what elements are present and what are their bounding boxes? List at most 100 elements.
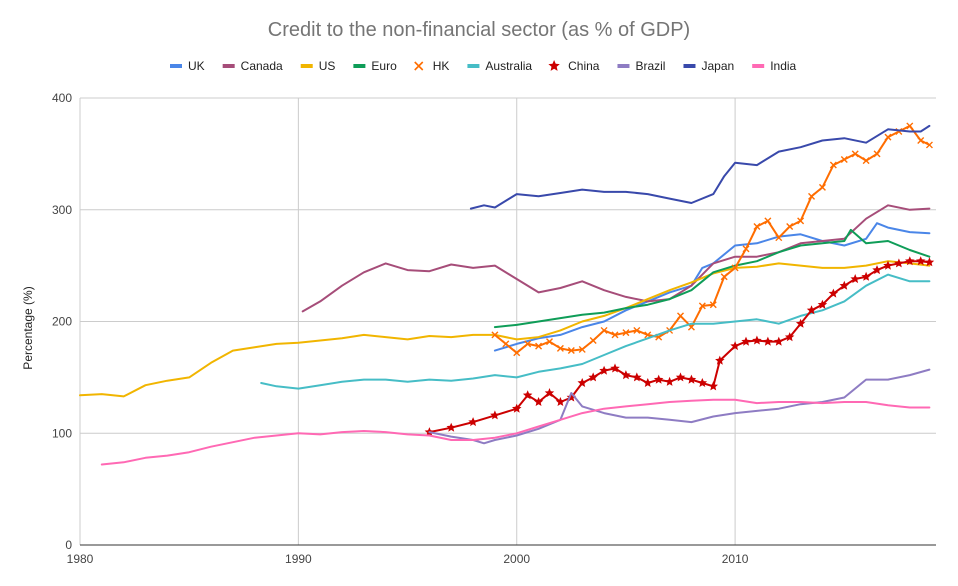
chart-title: Credit to the non-financial sector (as %… bbox=[268, 19, 690, 41]
data-point-hk bbox=[818, 183, 826, 191]
legend-item-australia: Australia bbox=[467, 59, 532, 73]
data-point-hk bbox=[840, 155, 848, 163]
data-point-china bbox=[784, 332, 795, 342]
data-point-hk bbox=[567, 347, 575, 355]
data-point-hk bbox=[753, 223, 761, 231]
data-point-china bbox=[697, 378, 708, 387]
legend-label: Euro bbox=[371, 59, 397, 73]
x-tick-label: 1990 bbox=[285, 552, 312, 566]
data-point-hk bbox=[906, 122, 914, 130]
legend-item-uk: UK bbox=[170, 59, 205, 73]
data-point-hk bbox=[720, 273, 728, 281]
data-point-china bbox=[664, 376, 675, 386]
data-point-hk bbox=[764, 217, 772, 225]
legend-label: HK bbox=[433, 59, 450, 73]
data-point-china bbox=[446, 422, 456, 432]
legend-label: Japan bbox=[701, 59, 734, 73]
series-line-brazil bbox=[428, 368, 931, 445]
legend-item-brazil: Brazil bbox=[617, 59, 665, 73]
data-point-china bbox=[653, 374, 664, 384]
data-point-china bbox=[817, 299, 828, 309]
data-point-hk bbox=[502, 340, 510, 348]
data-point-hk bbox=[797, 217, 805, 225]
legend-item-hk: HK bbox=[414, 59, 450, 73]
data-point-china bbox=[544, 388, 555, 398]
series-australia bbox=[260, 273, 931, 390]
data-point-china bbox=[621, 370, 631, 380]
legend-label: UK bbox=[188, 59, 205, 73]
series-group bbox=[79, 122, 935, 466]
grid bbox=[79, 97, 936, 546]
legend-item-china: China bbox=[548, 59, 600, 73]
legend-swatch bbox=[617, 64, 630, 68]
series-line-india bbox=[100, 398, 931, 466]
data-point-hk bbox=[600, 326, 608, 334]
data-point-china bbox=[763, 336, 773, 346]
data-point-hk bbox=[633, 326, 641, 334]
data-point-china bbox=[774, 336, 784, 346]
legend-swatch bbox=[414, 61, 424, 71]
data-point-china bbox=[555, 397, 566, 406]
series-line-japan bbox=[469, 124, 931, 210]
legend-label: Australia bbox=[485, 59, 532, 73]
legend-label: China bbox=[568, 59, 600, 73]
data-point-hk bbox=[851, 150, 859, 158]
data-point-hk bbox=[873, 150, 881, 158]
series-euro bbox=[493, 228, 931, 329]
data-point-hk bbox=[589, 337, 597, 344]
data-point-china bbox=[905, 256, 915, 266]
data-point-hk bbox=[925, 141, 933, 149]
legend-label: Canada bbox=[241, 59, 283, 73]
data-point-china bbox=[632, 372, 642, 382]
data-point-hk bbox=[829, 161, 837, 169]
data-point-china bbox=[610, 363, 620, 373]
data-point-hk bbox=[513, 349, 521, 357]
y-tick-label: 400 bbox=[52, 91, 72, 105]
data-point-hk bbox=[742, 245, 750, 253]
data-point-hk bbox=[862, 157, 870, 165]
legend-swatch bbox=[683, 64, 696, 68]
series-brazil bbox=[428, 368, 931, 445]
y-tick-label: 200 bbox=[52, 315, 72, 329]
series-china bbox=[424, 256, 935, 437]
data-point-hk bbox=[917, 136, 925, 144]
data-point-hk bbox=[524, 340, 532, 348]
data-point-china bbox=[924, 257, 935, 267]
legend-item-euro: Euro bbox=[353, 59, 397, 73]
data-point-hk bbox=[698, 302, 706, 310]
data-point-hk bbox=[611, 331, 619, 339]
legend-item-india: India bbox=[752, 59, 797, 73]
data-point-hk bbox=[709, 301, 717, 309]
data-point-china bbox=[490, 410, 500, 420]
series-line-canada bbox=[301, 204, 931, 313]
legend-swatch bbox=[170, 64, 182, 68]
data-point-hk bbox=[491, 331, 499, 339]
data-point-china bbox=[675, 372, 686, 382]
y-tick-label: 100 bbox=[52, 426, 72, 440]
data-point-hk bbox=[622, 329, 630, 337]
series-us bbox=[79, 260, 931, 398]
series-hk bbox=[491, 122, 933, 357]
y-tick-label: 0 bbox=[65, 538, 72, 552]
data-point-china bbox=[730, 341, 740, 351]
y-tick-label: 300 bbox=[52, 203, 72, 217]
x-tick-label: 2000 bbox=[503, 552, 530, 566]
x-tick-label: 2010 bbox=[722, 552, 749, 566]
data-point-hk bbox=[786, 223, 794, 231]
data-point-china bbox=[715, 355, 725, 365]
data-point-china bbox=[686, 374, 697, 384]
data-point-hk bbox=[556, 344, 564, 352]
series-india bbox=[100, 398, 931, 466]
data-point-china bbox=[916, 256, 926, 266]
data-point-china bbox=[708, 381, 718, 391]
data-point-china bbox=[872, 265, 882, 275]
data-point-china bbox=[522, 390, 533, 400]
legend: UK Canada US Euro HK Australia China Brazil Japa… bbox=[170, 59, 797, 73]
data-point-hk bbox=[535, 342, 543, 350]
data-point-hk bbox=[677, 312, 685, 320]
data-point-china bbox=[752, 335, 762, 345]
legend-label: Brazil bbox=[635, 59, 665, 73]
series-line-australia bbox=[260, 273, 931, 390]
data-point-china bbox=[577, 378, 587, 387]
